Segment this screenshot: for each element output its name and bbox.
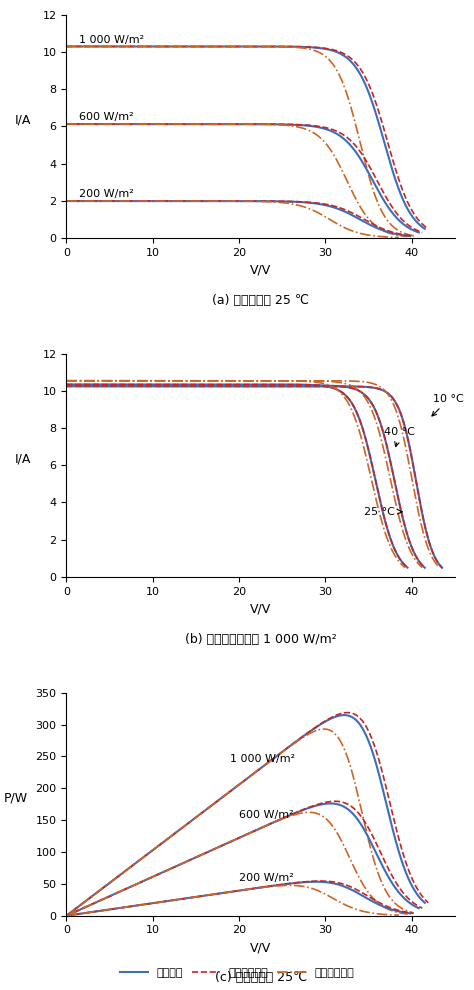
Y-axis label: P/W: P/W [4,791,28,804]
Text: (b) 入射光辐照度为 1 000 W/m²: (b) 入射光辐照度为 1 000 W/m² [185,633,337,645]
Text: (c) 电池温度为 25℃: (c) 电池温度为 25℃ [215,971,307,984]
Text: 10 °C: 10 °C [432,394,464,416]
X-axis label: V/V: V/V [250,263,271,276]
Text: 1 000 W/m²: 1 000 W/m² [79,35,145,45]
Y-axis label: I/A: I/A [15,452,31,465]
Text: (a) 电池温度为 25 ℃: (a) 电池温度为 25 ℃ [212,294,309,307]
X-axis label: V/V: V/V [250,602,271,615]
Text: 200 W/m²: 200 W/m² [79,189,134,199]
Text: 200 W/m²: 200 W/m² [239,872,294,882]
Text: 600 W/m²: 600 W/m² [79,112,134,122]
Text: 25 °C: 25 °C [365,507,402,517]
X-axis label: V/V: V/V [250,941,271,954]
Text: 600 W/m²: 600 W/m² [239,810,294,820]
Text: 1 000 W/m²: 1 000 W/m² [230,754,296,764]
Legend: 实验测量, 本文系数计算, 文献系数计算: 实验测量, 本文系数计算, 文献系数计算 [116,963,358,982]
Text: 40 °C: 40 °C [384,428,415,446]
Y-axis label: I/A: I/A [15,113,31,127]
